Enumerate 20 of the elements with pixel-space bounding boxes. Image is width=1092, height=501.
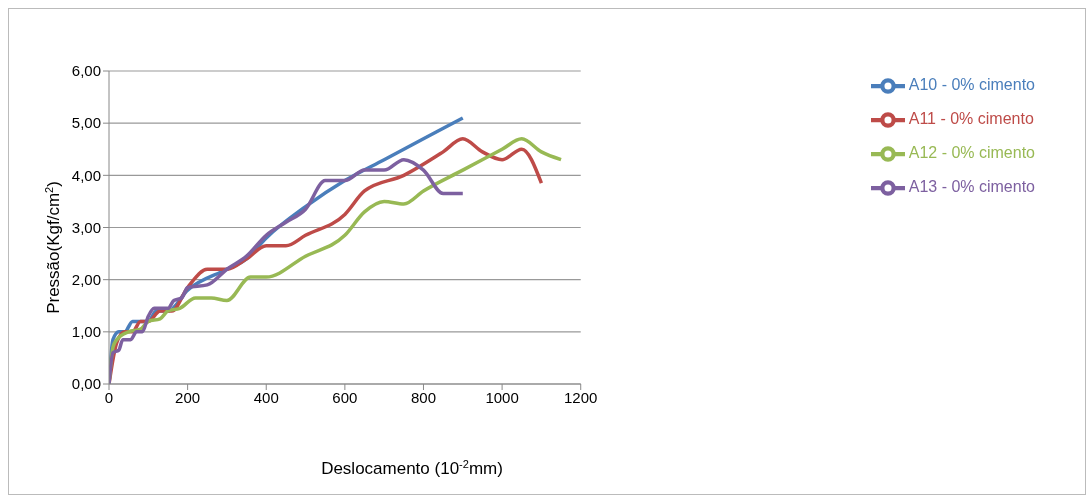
legend-label: A10 - 0% cimento xyxy=(908,76,1035,94)
line-series xyxy=(109,157,465,384)
x-tick-label: 200 xyxy=(175,388,201,406)
legend-label: A12 - 0% cimento xyxy=(908,144,1035,162)
y-tick-label: 3,00 xyxy=(71,218,101,236)
x-axis-title: Deslocamento (10$^{-2}$mm) xyxy=(321,458,503,478)
x-tick-label: 1200 xyxy=(564,388,598,406)
y-tick-label: 0,00 xyxy=(71,375,101,393)
x-tick-label: 0 xyxy=(104,388,114,406)
x-tick-label: 1000 xyxy=(485,388,519,406)
x-tick-label: 400 xyxy=(253,388,279,406)
y-tick-label: 2,00 xyxy=(71,270,101,288)
x-tick-label: 600 xyxy=(332,388,358,406)
y-tick-label: 5,00 xyxy=(71,114,101,132)
x-tick-label: 800 xyxy=(410,388,436,406)
y-tick-label: 6,00 xyxy=(71,62,101,80)
legend-label: A11 - 0% cimento xyxy=(908,110,1034,128)
y-tick-label: 1,00 xyxy=(71,323,101,341)
legend-label: A13 - 0% cimento xyxy=(908,178,1035,196)
y-tick-label: 4,00 xyxy=(71,166,101,184)
